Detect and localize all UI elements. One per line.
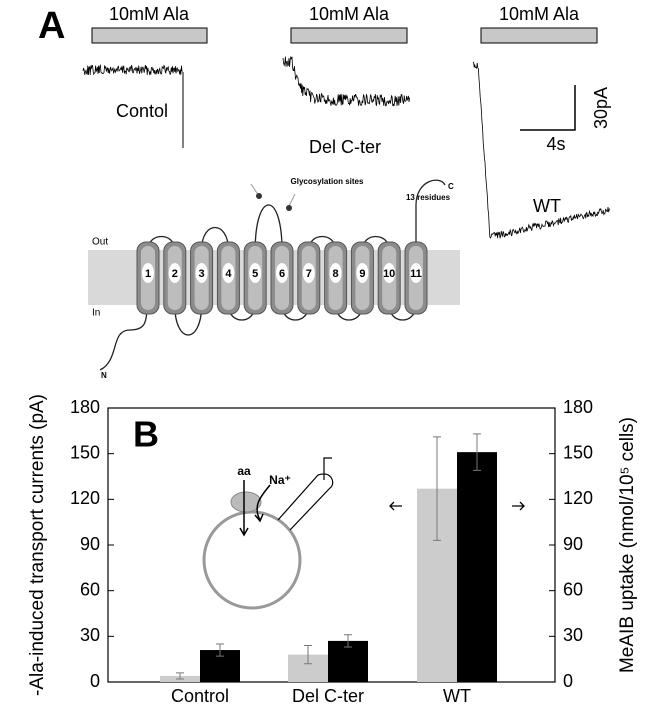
trace	[472, 61, 611, 239]
tick-label: 60	[563, 579, 583, 599]
glyco-label: Glycosylation sites	[291, 177, 364, 186]
helix-core	[302, 263, 315, 283]
n-tail	[99, 304, 149, 371]
helix-number: 1	[145, 268, 151, 280]
stimulus-label: 10mM Ala	[309, 4, 390, 24]
helix-core	[142, 263, 154, 283]
helix-number: 2	[172, 268, 178, 280]
tick-label: 180	[70, 397, 100, 417]
terminus-label: C	[448, 182, 454, 191]
error-bar	[216, 643, 224, 657]
tick-label: 0	[563, 671, 573, 691]
trace	[282, 55, 410, 107]
inset-label: Na⁺	[269, 473, 291, 487]
x-tick-label: Del C-ter	[292, 686, 364, 706]
current-traces	[82, 55, 611, 239]
y-axis-label: -Ala-induced transport currents (pA)	[27, 394, 48, 696]
x-tick-label: WT	[443, 686, 471, 706]
stimulus-bar	[480, 27, 598, 44]
loop	[174, 304, 203, 336]
helix-number: 9	[359, 268, 365, 280]
error-bar	[433, 436, 441, 541]
helix-core	[356, 263, 369, 283]
panel-label: B	[133, 414, 159, 455]
topology: 1 2 3 4 5 6 7 8 9 10 11	[99, 179, 446, 371]
bar	[457, 452, 497, 682]
tick-label: 120	[563, 488, 593, 508]
tick-label: 180	[563, 397, 593, 417]
tick-label: 60	[80, 579, 100, 599]
helix-core	[329, 263, 342, 283]
helix-number: 3	[199, 268, 205, 280]
tick-label: 90	[80, 534, 100, 554]
error-bar	[473, 433, 481, 471]
helix-core	[383, 263, 396, 283]
helix-core	[195, 263, 208, 283]
glyco-site	[256, 193, 262, 199]
error-bar	[176, 672, 184, 680]
helix-core	[276, 263, 288, 283]
helix-core	[410, 263, 422, 283]
side-label: Out	[92, 237, 108, 248]
glyco-site	[286, 205, 292, 211]
bar-chart: 0 30 60 90 120 150 180 0 30 60 90 120 150 180 -Ala-ind…	[27, 394, 638, 706]
scale-label: 4s	[546, 134, 565, 154]
transporter	[230, 491, 262, 513]
tick-label: 150	[563, 442, 593, 462]
helix-number: 6	[279, 268, 285, 280]
stimulus-bar	[91, 27, 208, 44]
stimulus-label: 10mM Ala	[499, 4, 580, 24]
trace	[82, 63, 183, 76]
cell	[202, 510, 302, 610]
stimulus-bar	[290, 27, 408, 44]
tick-label: 90	[563, 534, 583, 554]
error-bar	[304, 644, 312, 665]
helix-number: 4	[225, 268, 232, 280]
helix-number: 8	[333, 268, 339, 280]
inset-label: aa	[237, 464, 251, 478]
trace-label: Del C-ter	[309, 137, 381, 157]
panel-label: A	[38, 5, 65, 47]
x-tick-label: Control	[171, 686, 229, 706]
residues-label: 13 residues	[406, 193, 451, 202]
pipette	[277, 457, 334, 531]
helix-number: 5	[252, 268, 258, 280]
y2-axis-label: MeAIB uptake (nmol/10⁵ cells)	[617, 417, 638, 673]
loop	[254, 204, 283, 251]
flux-arrow	[239, 480, 271, 537]
axis-arrow	[389, 501, 525, 511]
helix-core	[222, 263, 235, 283]
tick-label: 120	[70, 488, 100, 508]
stimulus-label: 10mM Ala	[109, 4, 190, 24]
tick-label: 30	[80, 625, 100, 645]
helix-core	[168, 263, 181, 283]
scale-bar	[520, 85, 576, 131]
error-bar	[344, 634, 352, 648]
helix-number: 11	[410, 268, 422, 280]
tick-label: 150	[70, 442, 100, 462]
terminus-label: N	[101, 371, 107, 380]
side-label: In	[92, 308, 100, 319]
helix-number: 7	[306, 268, 312, 280]
tick-label: 0	[90, 671, 100, 691]
helix-number: 10	[383, 268, 395, 280]
tick-label: 30	[563, 625, 583, 645]
c-tail	[415, 179, 446, 250]
trace-label: Contol	[116, 101, 168, 121]
helix-core	[249, 263, 262, 283]
scale-label: 30pA	[591, 87, 611, 129]
trace-label: WT	[533, 196, 561, 216]
bar	[328, 640, 368, 682]
